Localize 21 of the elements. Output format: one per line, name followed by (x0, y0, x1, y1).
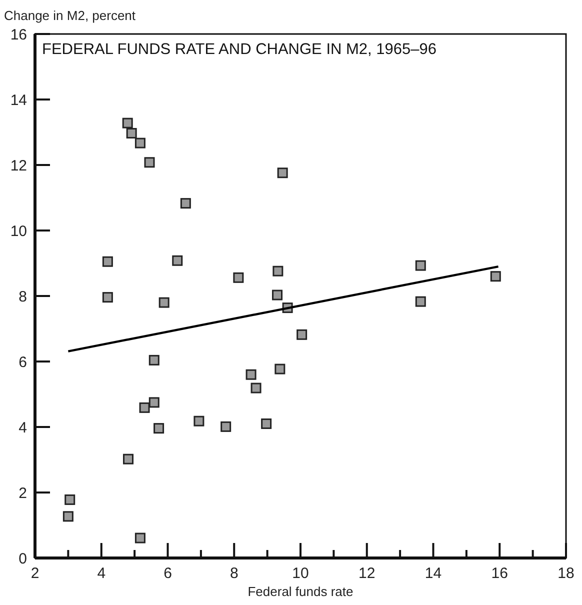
y-tick-label: 8 (18, 288, 27, 306)
y-tick-label: 2 (18, 484, 27, 502)
x-axis-title: Federal funds rate (248, 584, 354, 599)
y-tick-label: 12 (10, 157, 27, 174)
y-tick-label: 14 (10, 92, 27, 109)
y-tick-label: 16 (10, 26, 27, 44)
x-tick-label: 10 (292, 565, 309, 582)
y-tick-label: 0 (18, 550, 27, 568)
chart-title: FEDERAL FUNDS RATE AND CHANGE IN M2, 1965–96 (42, 41, 437, 58)
y-tick-label: 4 (18, 419, 27, 436)
y-tick-label: 10 (10, 222, 27, 240)
x-tick-label: 16 (491, 565, 508, 582)
x-tick-label: 8 (230, 565, 238, 582)
y-tick-label: 6 (18, 354, 27, 371)
y-axis-title: Change in M2, percent (4, 8, 136, 23)
x-tick-label: 2 (30, 565, 40, 582)
x-tick-label: 4 (97, 565, 106, 582)
x-tick-label: 18 (558, 565, 574, 582)
x-tick-label: 6 (164, 565, 172, 582)
x-tick-label: 12 (358, 565, 376, 582)
x-tick-label: 14 (424, 565, 442, 582)
